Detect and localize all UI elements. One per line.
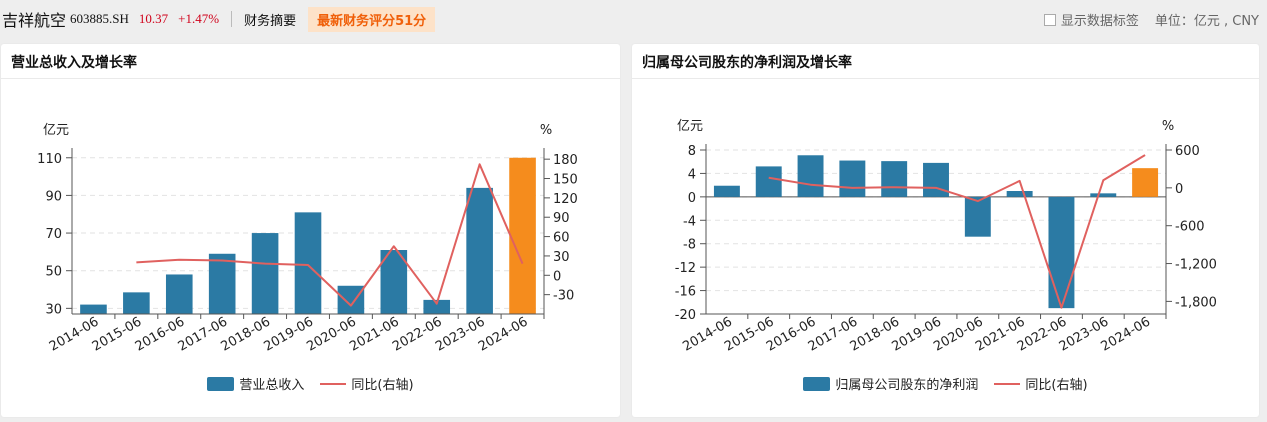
left-axis-unit: 亿元 (43, 123, 69, 138)
legend-bar-swatch[interactable] (207, 376, 235, 391)
revenue-chart: 30507090110亿元-300306090120150180%2014-06… (37, 123, 578, 355)
left-tick-label: 8 (688, 144, 696, 159)
bar (964, 196, 991, 237)
left-tick-label: 70 (45, 227, 62, 242)
legend-line-swatch[interactable] (994, 382, 1021, 385)
right-tick-label: 60 (553, 231, 570, 246)
legend-line-swatch[interactable] (320, 382, 347, 385)
bar (797, 155, 824, 197)
financial-summary-label[interactable]: 财务摘要 (244, 13, 297, 29)
chart-legend: 营业总收入 同比(右轴) (1, 374, 620, 393)
right-tick-label: 30 (553, 250, 570, 265)
left-tick-label: 50 (45, 265, 62, 280)
left-tick-label: 30 (45, 302, 62, 317)
title-divider (632, 78, 1259, 79)
left-tick-label: -4 (683, 214, 696, 229)
bar (380, 250, 408, 314)
bar (509, 157, 536, 314)
bar (1090, 193, 1117, 197)
stock-code: 603885.SH (70, 11, 129, 26)
right-tick-label: -30 (553, 289, 574, 304)
bar (881, 161, 908, 197)
left-tick-label: 0 (688, 191, 696, 206)
left-tick-label: -20 (675, 308, 696, 323)
left-tick-label: -8 (683, 238, 696, 253)
right-tick-label: 0 (1175, 182, 1183, 197)
right-tick-label: 180 (553, 153, 578, 168)
right-tick-label: -600 (1175, 220, 1205, 235)
right-tick-label: 150 (553, 173, 578, 188)
yoy-line (136, 163, 524, 307)
bar (165, 274, 193, 314)
score-badge[interactable]: 最新财务评分51分 (308, 6, 436, 32)
x-tick-label: 2024-06 (476, 314, 531, 354)
header-divider (231, 11, 233, 27)
bar (713, 185, 740, 197)
bar (251, 233, 279, 314)
bar (208, 253, 236, 314)
stock-name: 吉祥航空 (2, 11, 67, 30)
bar (123, 292, 150, 314)
right-tick-label: 90 (553, 211, 570, 226)
bar (1132, 168, 1159, 197)
header-bar: 吉祥航空 603885.SH 10.37 +1.47% 财务摘要 最新财务评分5… (0, 0, 1267, 38)
bar (423, 299, 451, 314)
right-tick-label: -1,200 (1175, 258, 1217, 273)
chart-title: 营业总收入及增长率 (11, 55, 137, 71)
net-profit-chart: -20-16-12-8-4048亿元-1,800-1,200-6000600%2… (675, 119, 1217, 355)
stock-change: +1.47% (178, 11, 220, 26)
bar (1006, 191, 1033, 197)
left-tick-label: 110 (37, 152, 62, 167)
right-axis-unit: % (1162, 119, 1174, 134)
left-tick-label: -16 (675, 285, 696, 300)
revenue-chart-panel: 营业总收入及增长率 30 50 70 90 110 亿元 -30 0 30 60 90 120 150 1… (1, 44, 620, 417)
legend-bar-label[interactable]: 归属母公司股东的净利润 (835, 378, 979, 393)
right-tick-label: 0 (553, 269, 561, 284)
right-axis-unit: % (540, 123, 552, 138)
header-controls: 显示数据标签 单位：亿元 , CNY (1043, 10, 1259, 29)
right-tick-label: 600 (1175, 144, 1200, 159)
title-divider (1, 78, 620, 79)
left-tick-label: 90 (45, 189, 62, 204)
bar (294, 212, 322, 314)
bar (1048, 196, 1075, 309)
legend-bar-swatch[interactable] (803, 376, 831, 391)
legend-line-label[interactable]: 同比(右轴) (351, 378, 414, 393)
net-profit-chart-panel: 归属母公司股东的净利润及增长率 -20 -16 -12 -8 -4 0 4 8 亿元 -1,800… (632, 44, 1259, 417)
bar (80, 304, 107, 314)
left-tick-label: -12 (675, 261, 696, 276)
legend-line-label[interactable]: 同比(右轴) (1025, 378, 1088, 393)
chart-legend: 归属母公司股东的净利润 同比(右轴) (632, 374, 1259, 393)
bar (337, 285, 365, 314)
bar (839, 160, 866, 197)
left-axis-unit: 亿元 (677, 119, 703, 134)
right-tick-label: -1,800 (1175, 295, 1217, 310)
unit-label: 单位：亿元 , CNY (1154, 14, 1259, 29)
legend-bar-label[interactable]: 营业总收入 (239, 378, 305, 393)
right-tick-label: 120 (553, 192, 578, 207)
left-tick-label: 4 (688, 167, 696, 182)
show-labels-label[interactable]: 显示数据标签 (1060, 14, 1139, 29)
bar (466, 187, 493, 314)
show-labels-checkbox[interactable] (1043, 13, 1056, 26)
chart-title: 归属母公司股东的净利润及增长率 (642, 55, 852, 71)
stock-price: 10.37 (138, 11, 169, 26)
bar (755, 166, 782, 197)
yoy-line (768, 154, 1146, 309)
